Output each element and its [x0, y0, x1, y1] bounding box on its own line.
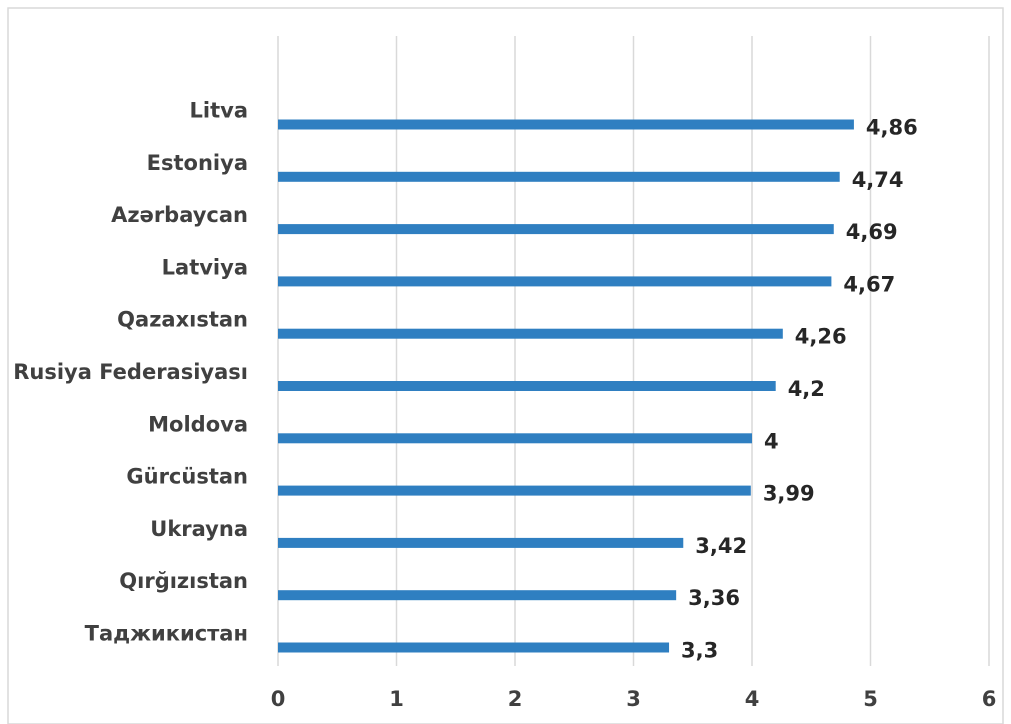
value-label: 4,26 [795, 325, 847, 349]
x-tick-label: 0 [271, 687, 286, 711]
x-tick-label: 6 [982, 687, 997, 711]
bar [278, 119, 854, 130]
bar [278, 171, 840, 182]
value-label: 3,3 [681, 639, 718, 663]
bar [278, 590, 677, 601]
category-label: Estoniya [147, 151, 248, 175]
x-tick-label: 2 [508, 687, 523, 711]
bar [278, 276, 832, 287]
value-label: 4,86 [866, 116, 918, 140]
category-label: Qazaxıstan [117, 308, 248, 332]
value-label: 3,42 [695, 534, 747, 558]
value-label: 4,74 [852, 168, 904, 192]
category-label: Rusiya Federasiyası [13, 360, 248, 384]
value-label: 4 [764, 429, 779, 453]
bar [278, 485, 751, 496]
bar [278, 328, 783, 339]
category-label: Azərbaycan [111, 203, 248, 227]
x-tick-label: 4 [745, 687, 760, 711]
category-labels: Litva Estoniya Azərbaycan Latviya Qazaxıstan… [13, 99, 248, 646]
gridlines [277, 36, 990, 666]
x-tick-label: 1 [389, 687, 404, 711]
value-label: 3,36 [688, 586, 740, 610]
category-label: Gürcüstan [126, 465, 248, 489]
category-label: Latviya [162, 255, 248, 279]
bars [278, 119, 854, 653]
chart-border [7, 7, 1004, 724]
value-label: 4,69 [846, 220, 898, 244]
bar [278, 381, 776, 391]
category-label: Litva [190, 99, 248, 123]
value-label: 3,99 [763, 482, 815, 506]
bar [278, 433, 752, 444]
category-label: Moldova [148, 412, 248, 436]
category-label: Qırğızıstan [119, 569, 248, 593]
bar [278, 224, 834, 235]
bar [278, 642, 670, 653]
category-label: Ukrayna [150, 517, 248, 541]
bar [278, 537, 684, 548]
x-axis-tick-labels: 0 1 2 3 4 5 6 [271, 687, 997, 711]
value-labels: 4,86 4,74 4,69 4,67 4,26 4,2 4 3,99 3,42 3,36 3,3 [681, 116, 918, 663]
x-tick-label: 5 [863, 687, 878, 711]
value-label: 4,2 [788, 377, 825, 401]
category-label: Таджикистан [85, 622, 248, 646]
x-tick-label: 3 [626, 687, 641, 711]
value-label: 4,67 [843, 272, 895, 296]
